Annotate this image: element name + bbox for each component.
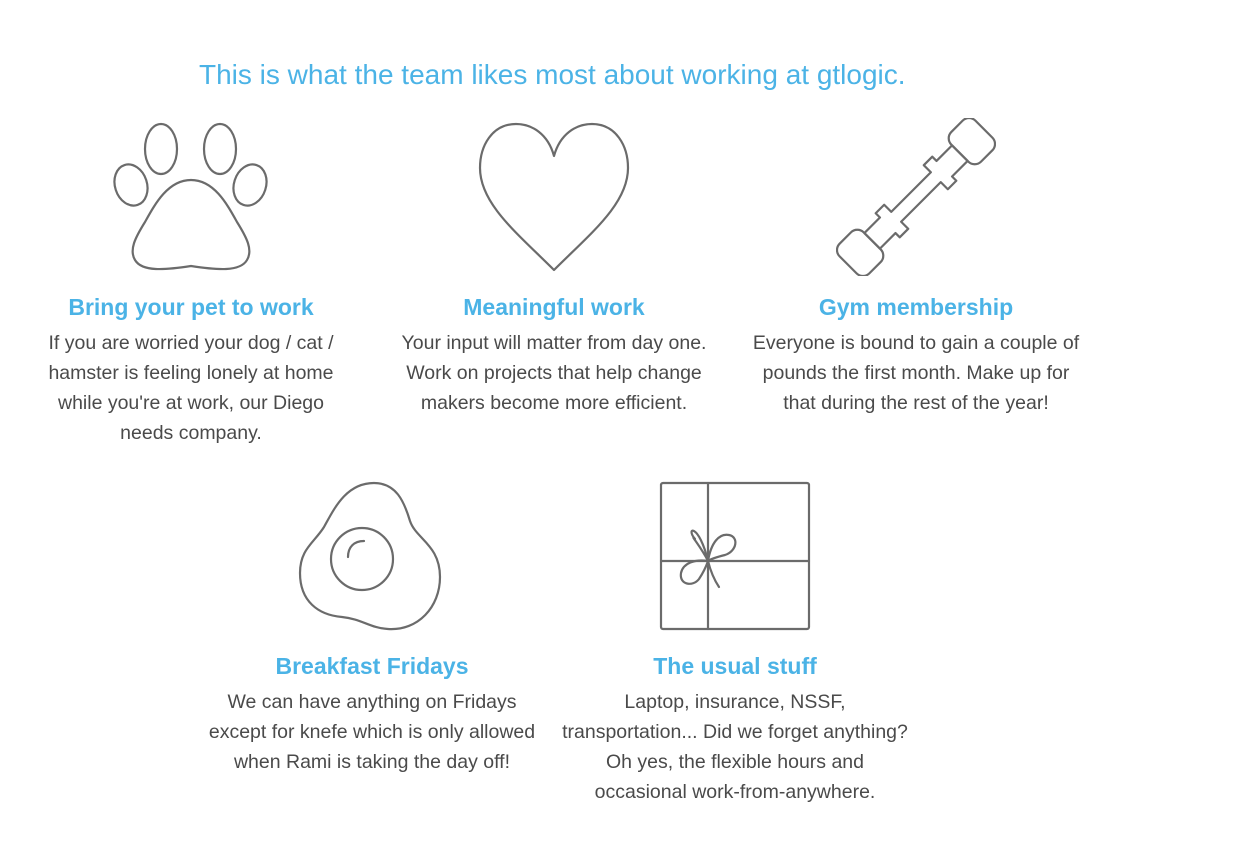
perk-description: Your input will matter from day one. Wor… — [401, 332, 707, 414]
paw-icon — [36, 118, 346, 276]
perk-breakfast: Breakfast Fridays We can have anything o… — [204, 477, 540, 777]
perk-description: Laptop, insurance, NSSF, transportation.… — [562, 691, 908, 803]
perk-title: Gym membership — [818, 294, 1014, 320]
perk-description: Everyone is bound to gain a couple of po… — [752, 332, 1080, 414]
perk-gym: Gym membership Everyone is bound to gain… — [744, 118, 1088, 418]
perk-title: Breakfast Fridays — [275, 653, 469, 679]
perk-title: Meaningful work — [463, 294, 645, 320]
perk-description: We can have anything on Fridays except f… — [208, 691, 536, 773]
gift-icon — [562, 477, 908, 635]
heart-icon — [387, 118, 721, 276]
perk-pet: Bring your pet to work If you are worrie… — [36, 118, 346, 448]
perk-usual-stuff: The usual stuff Laptop, insurance, NSSF,… — [562, 477, 908, 807]
dumbbell-icon — [744, 118, 1088, 276]
perk-description: If you are worried your dog / cat / hams… — [48, 332, 334, 444]
section-headline: This is what the team likes most about w… — [199, 59, 906, 90]
perk-meaningful-work: Meaningful work Your input will matter f… — [387, 118, 721, 418]
perk-title: Bring your pet to work — [68, 294, 314, 320]
fried-egg-icon — [204, 477, 540, 635]
perk-title: The usual stuff — [653, 653, 817, 679]
